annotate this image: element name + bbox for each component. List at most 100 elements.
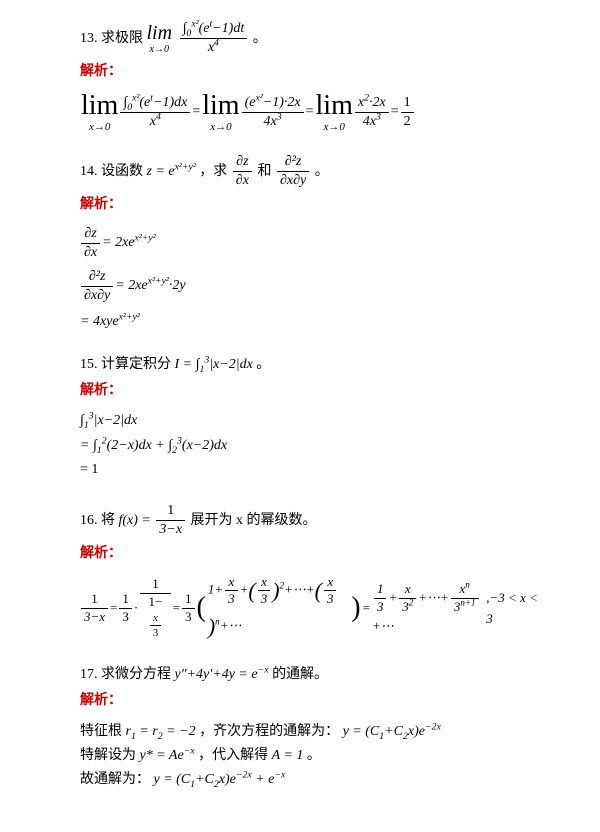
den: ∂x	[81, 244, 100, 262]
A: A = 1	[272, 748, 304, 763]
eq: =	[391, 101, 399, 123]
and: 和	[257, 164, 271, 179]
q-number: 14.	[80, 164, 98, 179]
den: 4x3	[355, 113, 389, 131]
num: ∂z	[81, 225, 100, 244]
num: 1	[140, 576, 170, 594]
den: ∂x∂y	[81, 287, 113, 305]
lim-var: x→0	[81, 122, 118, 133]
rhs: = 2xex²+y²·2y	[115, 275, 185, 297]
text: 计算定积分	[101, 357, 171, 372]
domain: ,−3 < x < 3	[486, 588, 539, 630]
problem-15: 15. 计算定积分 I = ∫13|x−2|dx 。 解析： ∫13|x−2|d…	[80, 354, 540, 482]
t3a: 故通解为：	[80, 772, 150, 787]
limit-expr: lim x→0	[147, 23, 173, 55]
result: 13+x32+⋯+xn3n+1+⋯	[372, 581, 484, 637]
f2: 1 3	[119, 591, 132, 626]
den: 3	[182, 609, 195, 626]
q-prefix: 求极限	[101, 31, 143, 46]
problem-13: 13. 求极限 lim x→0 ∫0x²(et−1)dt x4 。 解析： li…	[80, 20, 540, 133]
eq-row: lim x→0 ∫0x²(et−1)dx x4 = lim x→0 (ex²−1…	[80, 92, 540, 133]
lhs: ∂z ∂x	[81, 225, 100, 262]
solution-16: 1 3−x = 1 3 · 1 1−x3 = 1 3 ( 1+x3+(x3)2+…	[80, 573, 540, 643]
num: 1	[401, 94, 414, 113]
den: x4	[120, 113, 190, 131]
step-3: = 4xyex²+y²	[80, 311, 540, 333]
question-line: 17. 求微分方程 y″+4y′+4y = e−x 的通解。	[80, 664, 540, 686]
step-1: 特征根 r1 = r2 = −2 ，齐次方程的通解为： y = (C1+C2x)…	[80, 721, 540, 743]
text-2: 展开为 x 的幂级数。	[191, 513, 317, 528]
den: 1−x3	[140, 594, 170, 640]
eq: =	[363, 598, 370, 619]
num: ∂²z	[277, 153, 309, 172]
num: 1	[156, 502, 185, 521]
dot: ·	[134, 598, 138, 619]
eq: y″+4y′+4y = e−x	[175, 667, 269, 682]
eq: =	[110, 598, 117, 619]
suffix: 。	[315, 164, 329, 179]
den: 3−x	[156, 521, 185, 539]
den: ∂x	[233, 172, 252, 190]
problem-16: 16. 将 f(x) = 1 3−x 展开为 x 的幂级数。 解析： 1 3−x…	[80, 502, 540, 644]
solution-15: ∫13|x−2|dx = ∫12(2−x)dx + ∫23(x−2)dx = 1	[80, 410, 540, 481]
question-line: 16. 将 f(x) = 1 3−x 展开为 x 的幂级数。	[80, 502, 540, 539]
lim-sym: lim	[202, 92, 239, 120]
den: 3−x	[81, 609, 108, 626]
problem-14: 14. 设函数 z = ex²+y² ，求 ∂z ∂x 和 ∂²z ∂x∂y 。…	[80, 153, 540, 334]
t1a: 特征根	[80, 724, 122, 739]
lim: lim x→0	[81, 92, 118, 133]
analysis-label: 解析：	[80, 690, 540, 712]
step-2: 特解设为 y* = Ae−x ，代入解得 A = 1 。	[80, 745, 540, 767]
text: ，求	[199, 164, 227, 179]
step-3: = 1	[80, 459, 540, 481]
lim-var: x→0	[316, 122, 353, 133]
lparen: (	[197, 586, 206, 631]
text: 将	[101, 513, 115, 528]
lim-sym: lim	[316, 92, 353, 120]
frac: (ex²−1)·2x 4x3	[242, 94, 304, 131]
t2a: 特解设为	[80, 748, 136, 763]
q-suffix: 。	[253, 31, 267, 46]
den: ∂x∂y	[277, 172, 309, 190]
q-number: 15.	[80, 357, 98, 372]
q-number: 17.	[80, 667, 98, 682]
rhs: = 2xex²+y²	[102, 232, 156, 254]
analysis-label: 解析：	[80, 61, 540, 83]
question-line: 15. 计算定积分 I = ∫13|x−2|dx 。	[80, 354, 540, 376]
step-1: ∫13|x−2|dx	[80, 410, 540, 432]
homo: y = (C1+C2x)e−2x	[343, 724, 441, 739]
eq-row: 1 3−x = 1 3 · 1 1−x3 = 1 3 ( 1+x3+(x3)2+…	[80, 573, 540, 643]
num: 1	[119, 591, 132, 609]
series: 1+x3+(x3)2+⋯+(x3)n+⋯	[208, 573, 349, 643]
numerator: ∫0x²(et−1)dt	[180, 20, 248, 39]
num: x2·2x	[355, 94, 389, 113]
eq: =	[173, 598, 180, 619]
lim: lim x→0	[202, 92, 239, 133]
suffix: 。	[256, 357, 270, 372]
num: 1	[182, 591, 195, 609]
eq: =	[306, 101, 314, 123]
q-number: 16.	[80, 513, 98, 528]
problem-17: 17. 求微分方程 y″+4y′+4y = e−x 的通解。 解析： 特征根 r…	[80, 664, 540, 792]
den: 2	[401, 113, 414, 131]
den: 4x3	[242, 113, 304, 131]
fraction: ∫0x²(et−1)dt x4	[180, 20, 248, 57]
func-frac: 1 3−x	[156, 502, 185, 539]
integral: I = ∫13|x−2|dx	[175, 357, 253, 372]
frac: x2·2x 4x3	[355, 94, 389, 131]
f1: 1 3−x	[81, 591, 108, 626]
num: ∫0x²(et−1)dx	[120, 94, 190, 113]
lhs: ∂²z ∂x∂y	[81, 268, 113, 305]
analysis-label: 解析：	[80, 194, 540, 216]
step-3: 故通解为： y = (C1+C2x)e−2x + e−x	[80, 769, 540, 791]
solution-13: lim x→0 ∫0x²(et−1)dx x4 = lim x→0 (ex²−1…	[80, 92, 540, 133]
func: z = ex²+y²	[147, 164, 196, 179]
num: (ex²−1)·2x	[242, 94, 304, 113]
denominator: x4	[180, 39, 248, 57]
partial-2: ∂²z ∂x∂y	[277, 153, 309, 190]
solution-14: ∂z ∂x = 2xex²+y² ∂²z ∂x∂y = 2xex²+y²·2y …	[80, 225, 540, 334]
text: 求微分方程	[101, 667, 171, 682]
lim-var: x→0	[147, 45, 173, 55]
q-number: 13.	[80, 31, 98, 46]
t2e: 。	[307, 748, 321, 763]
